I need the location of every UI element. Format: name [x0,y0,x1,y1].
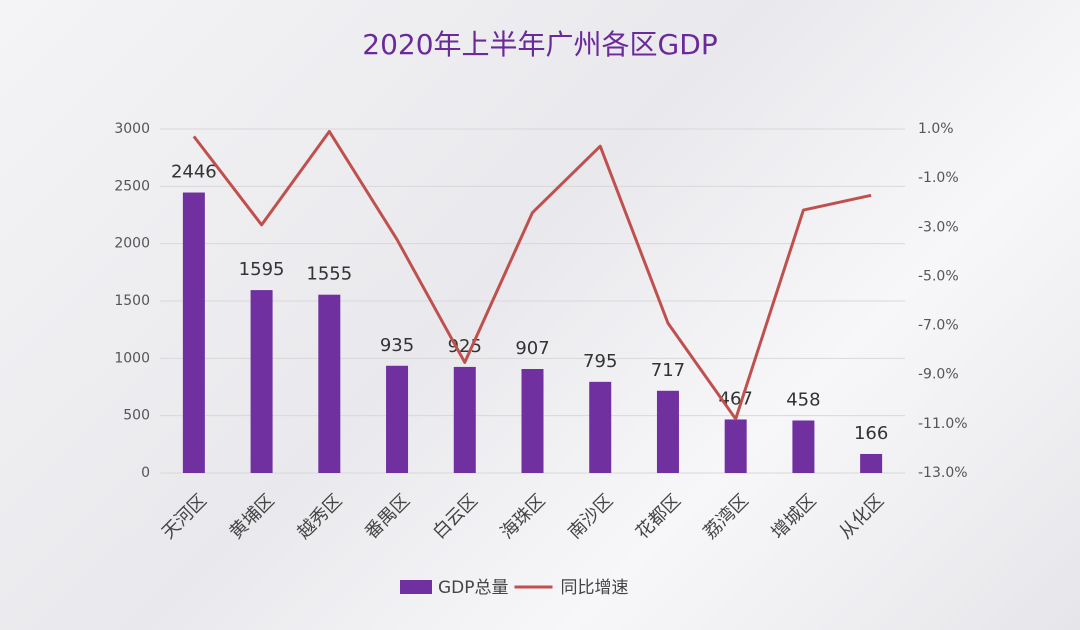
y2-tick-label: -13.0% [918,465,968,481]
y2-tick-label: 1.0% [918,121,954,137]
bar [860,453,883,473]
bar [589,381,612,473]
y2-tick-label: -11.0% [918,416,968,432]
line [192,129,872,421]
y2-tick-label: -7.0% [918,318,959,334]
bar [656,390,679,473]
x-tick-label: 从化区 [835,490,888,543]
data-label: 1595 [239,259,285,280]
bar [386,365,409,473]
y-tick-label: 2000 [114,236,150,252]
y-tick-label: 3000 [114,121,150,137]
data-label: 907 [515,338,549,359]
y-tick-label: 1000 [114,350,150,366]
chart-title: 2020年上半年广州各区GDP [362,28,717,61]
y-tick-label: 2500 [114,178,150,194]
x-tick-label: 荔湾区 [700,490,753,543]
data-label: 166 [854,423,888,444]
legend-swatch [400,580,432,594]
x-tick-label: 番禺区 [361,490,414,543]
x-tick-label: 白云区 [429,490,482,543]
data-label: 795 [583,351,617,372]
x-tick-label: 南沙区 [564,490,617,543]
data-label: 467 [719,388,753,409]
bar [521,368,544,473]
data-label: 458 [786,389,820,410]
y-tick-label: 500 [123,408,150,424]
y2-tick-label: -5.0% [918,268,959,284]
x-tick-label: 花都区 [632,490,685,543]
x-tick-label: 天河区 [158,490,211,543]
bar [453,366,476,473]
bar [182,192,205,473]
data-label: 717 [651,360,685,381]
y-tick-label: 1500 [114,293,150,309]
legend-label: 同比增速 [561,578,629,598]
y2-tick-label: -3.0% [918,219,959,235]
x-tick-label: 越秀区 [293,490,346,543]
bar [250,290,273,473]
x-tick-label: 黄埔区 [226,490,279,543]
x-tick-label: 增城区 [767,490,820,543]
y2-tick-label: -9.0% [918,367,959,383]
bar [724,419,747,473]
data-label: 1555 [306,264,352,285]
data-label: 2446 [171,162,217,183]
x-tick-label: 海珠区 [497,490,550,543]
bar [318,294,341,473]
data-label: 935 [380,335,414,356]
legend-label: GDP总量 [438,578,509,598]
y-tick-label: 0 [141,465,150,481]
y2-tick-label: -1.0% [918,170,959,186]
bar [792,420,815,473]
